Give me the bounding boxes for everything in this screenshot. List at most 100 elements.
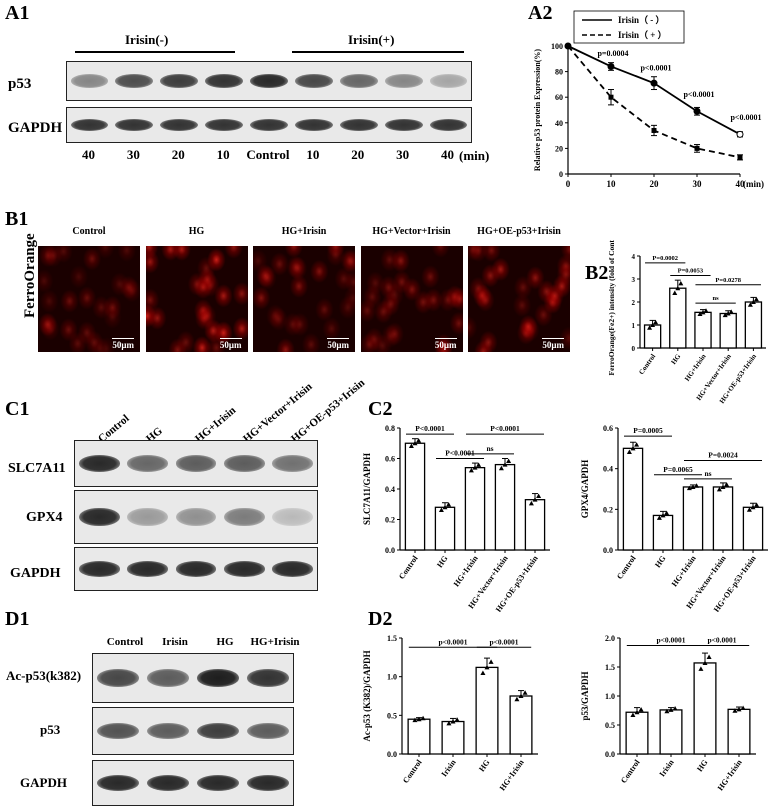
category-label: HG <box>695 758 710 773</box>
y-tick-label: 60 <box>555 93 563 102</box>
y-tick-label: 2.0 <box>605 634 615 643</box>
blot-band <box>160 118 199 132</box>
y-tick-label: 1.5 <box>387 634 397 643</box>
comparison-label: P=0.0065 <box>663 465 693 474</box>
blot-band <box>97 775 139 791</box>
x-tick-label: 30 <box>693 179 703 189</box>
y-tick-label: 0.2 <box>603 505 613 514</box>
chart-c2-slc7a11: 0.0 0.2 0.4 0.6 0.8 SLC7A11/GAPDH Control HG HG+… <box>362 424 550 612</box>
blot-d1-gapdh <box>92 760 294 806</box>
bar <box>475 666 499 755</box>
y-tick-label: 0.4 <box>603 465 613 474</box>
x-tick-label: 0 <box>566 179 571 189</box>
data-point <box>753 296 759 302</box>
y-tick-label: 0.0 <box>603 546 613 555</box>
blot-band <box>127 455 168 472</box>
blot-band <box>97 722 139 740</box>
y-axis-label: GPX4/GAPDH <box>580 460 590 519</box>
data-point <box>678 280 684 286</box>
y-axis-label: Relative p53 protein Expression(%) <box>533 49 542 171</box>
blot-row-label-gapdh-c1: GAPDH <box>10 566 61 581</box>
blot-d1-ac-p53 <box>92 653 294 703</box>
comparison-label: ns <box>704 469 711 478</box>
bar <box>669 287 687 349</box>
y-tick-label: 0 <box>632 345 636 353</box>
group-label-irisin-plus: Irisin(+) <box>348 32 395 47</box>
y-tick-label: 100 <box>551 42 563 51</box>
fluorescence-micrograph: 50μm <box>253 246 355 352</box>
data-point <box>607 62 615 70</box>
y-tick-label: 4 <box>632 253 636 261</box>
data-point <box>747 302 753 307</box>
blot-band <box>127 561 168 577</box>
y-tick-label: 0.0 <box>605 750 615 759</box>
data-point <box>724 482 730 487</box>
bar <box>682 486 704 551</box>
blot-a1-gapdh <box>66 107 472 143</box>
bar <box>694 311 712 349</box>
lane-label: 20 <box>171 147 185 162</box>
category-label: HG+Irisin <box>670 554 698 589</box>
data-point <box>736 706 742 712</box>
data-point <box>725 311 731 316</box>
data-point <box>686 485 692 491</box>
data-point <box>420 715 426 721</box>
blot-band <box>384 118 423 132</box>
data-point <box>446 720 452 726</box>
data-point <box>728 309 734 314</box>
blot-band <box>247 722 289 740</box>
data-point <box>450 719 456 724</box>
bar <box>727 708 751 755</box>
blot-band <box>339 118 378 132</box>
comparison-label: p<0.0001 <box>438 637 467 646</box>
p-value-annotation: p=0.0004 <box>597 49 628 58</box>
data-point <box>626 449 632 454</box>
y-tick-label: 80 <box>555 68 563 77</box>
blot-band <box>272 507 314 527</box>
scale-bar-label: 50μm <box>112 340 134 350</box>
blot-band <box>429 118 468 132</box>
data-point <box>506 458 512 463</box>
data-point <box>693 107 701 115</box>
panel-label-b2: B2 <box>585 262 609 284</box>
y-axis-label: FerroOrange(Fe2+) intensity (fold of Con… <box>607 240 616 375</box>
lane-label: 10 <box>216 147 230 162</box>
blot-band <box>197 669 239 687</box>
blot-c1-gapdh <box>74 547 318 591</box>
blot-a1-p53 <box>66 61 472 101</box>
y-tick-label: 2 <box>632 299 636 307</box>
data-point <box>672 706 678 711</box>
panel-label-d1: D1 <box>5 608 30 630</box>
scale-bar-line <box>112 337 134 339</box>
data-point <box>446 502 452 507</box>
p-value-annotation: p<0.0001 <box>730 113 761 122</box>
chart-d2-ac-p53: 0.0 0.5 1.0 1.5 Ac-p53 (K382)/GAPDH Control Ir… <box>362 634 538 792</box>
y-tick-label: 0.5 <box>605 721 615 730</box>
bar <box>441 720 465 755</box>
legend-label: Irisin（ + ） <box>618 30 667 40</box>
micrograph-title: Control <box>72 226 106 237</box>
row-label-ferroorange: FerroOrange <box>22 233 38 318</box>
group-bracket-plus <box>292 51 464 53</box>
data-point <box>706 654 712 660</box>
category-label: HG <box>653 554 668 569</box>
data-point <box>754 502 760 507</box>
lane-label: Control <box>246 147 290 162</box>
lane-unit-a1: (min) <box>459 148 490 163</box>
category-label: HG <box>477 758 492 773</box>
category-label: HG <box>670 352 683 366</box>
data-point <box>536 493 542 499</box>
data-point <box>698 666 704 671</box>
y-tick-label: 40 <box>555 119 563 128</box>
category-label: Control <box>401 757 424 785</box>
data-point <box>736 130 744 138</box>
blot-row-label-gpx4: GPX4 <box>26 510 63 525</box>
blot-band <box>70 118 109 132</box>
data-point <box>514 696 520 702</box>
lane-header: Irisin <box>162 636 188 648</box>
data-point <box>651 127 657 133</box>
group-label-irisin-minus: Irisin(-) <box>125 32 169 47</box>
blot-band <box>250 118 288 132</box>
data-point <box>660 512 666 518</box>
